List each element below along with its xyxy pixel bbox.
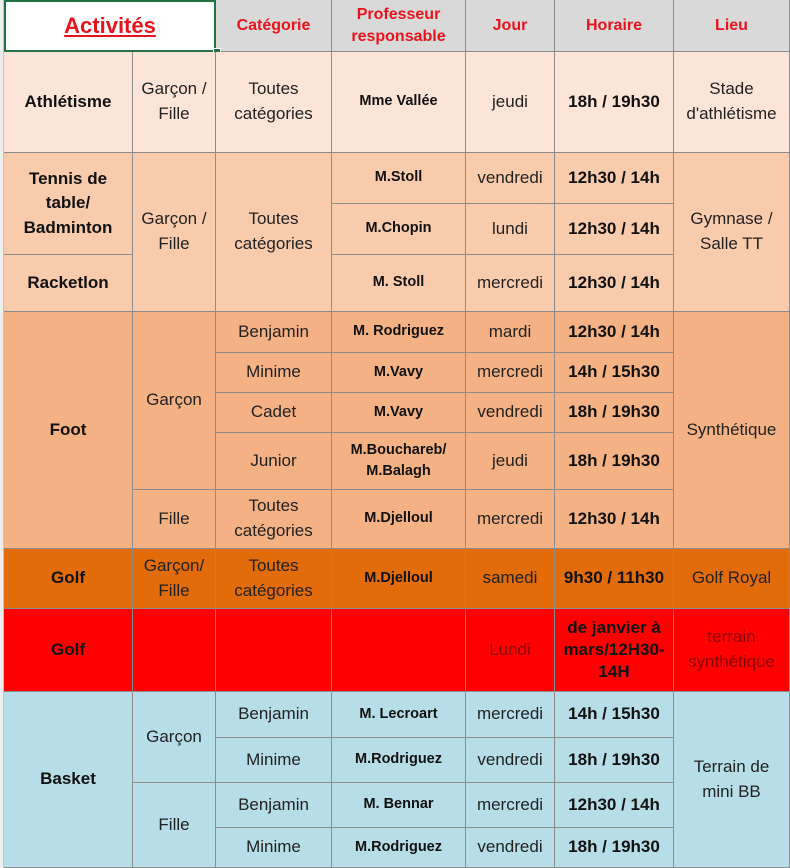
cell-categorie[interactable]: Benjamin (216, 312, 332, 353)
cell-horaire[interactable]: 12h30 / 14h (555, 255, 674, 312)
cell-jour[interactable]: lundi (466, 204, 555, 255)
cell-categorie[interactable]: Toutes catégories (216, 490, 332, 549)
cell-professeur[interactable]: M.Rodriguez (332, 828, 466, 868)
cell-lieu[interactable]: Stade d'athlétisme (674, 52, 790, 153)
cell-categorie[interactable]: Toutes catégories (216, 153, 332, 312)
header-horaire[interactable]: Horaire (555, 0, 674, 52)
cell-activite[interactable]: Basket (4, 692, 133, 868)
cell-categorie-empty[interactable] (216, 609, 332, 692)
cell-categorie[interactable]: Minime (216, 353, 332, 393)
cell-professeur[interactable]: M. Rodriguez (332, 312, 466, 353)
cell-professeur[interactable]: M.Vavy (332, 353, 466, 393)
header-categorie[interactable]: Catégorie (216, 0, 332, 52)
cell-jour[interactable]: jeudi (466, 52, 555, 153)
cell-genre[interactable]: Garçon / Fille (133, 153, 216, 312)
cell-professeur[interactable]: M.Djelloul (332, 549, 466, 609)
cell-horaire[interactable]: 12h30 / 14h (555, 490, 674, 549)
cell-horaire[interactable]: 12h30 / 14h (555, 783, 674, 828)
cell-horaire[interactable]: 14h / 15h30 (555, 353, 674, 393)
cell-horaire[interactable]: 18h / 19h30 (555, 52, 674, 153)
cell-professeur[interactable]: M.Bouchareb/ M.Balagh (332, 433, 466, 490)
cell-genre[interactable]: Garçon/ Fille (133, 549, 216, 609)
row-header-strip (0, 0, 4, 868)
cell-categorie[interactable]: Junior (216, 433, 332, 490)
cell-categorie[interactable]: Minime (216, 738, 332, 783)
header-professeur[interactable]: Professeur responsable (332, 0, 466, 52)
cell-jour[interactable]: vendredi (466, 153, 555, 204)
cell-horaire[interactable]: 9h30 / 11h30 (555, 549, 674, 609)
cell-lieu[interactable]: Golf Royal (674, 549, 790, 609)
cell-jour[interactable]: jeudi (466, 433, 555, 490)
cell-genre[interactable]: Garçon / Fille (133, 52, 216, 153)
cell-professeur[interactable]: Mme Vallée (332, 52, 466, 153)
cell-professeur-empty[interactable] (332, 609, 466, 692)
header-jour[interactable]: Jour (466, 0, 555, 52)
cell-lieu[interactable]: Terrain de mini BB (674, 692, 790, 868)
cell-professeur[interactable]: M. Stoll (332, 255, 466, 312)
cell-categorie[interactable]: Minime (216, 828, 332, 868)
cell-categorie[interactable]: Cadet (216, 393, 332, 433)
cell-professeur[interactable]: M.Chopin (332, 204, 466, 255)
cell-jour[interactable]: mardi (466, 312, 555, 353)
cell-genre-empty[interactable] (133, 609, 216, 692)
cell-jour[interactable]: mercredi (466, 490, 555, 549)
cell-genre[interactable]: Garçon (133, 312, 216, 490)
cell-lieu[interactable]: Synthétique (674, 312, 790, 549)
cell-horaire[interactable]: 14h / 15h30 (555, 692, 674, 738)
cell-lieu[interactable]: Gymnase / Salle TT (674, 153, 790, 312)
cell-activite[interactable]: Tennis de table/ Badminton (4, 153, 133, 255)
cell-horaire[interactable]: 18h / 19h30 (555, 738, 674, 783)
cell-professeur[interactable]: M. Lecroart (332, 692, 466, 738)
cell-jour[interactable]: vendredi (466, 393, 555, 433)
cell-activite[interactable]: Athlétisme (4, 52, 133, 153)
cell-horaire[interactable]: 18h / 19h30 (555, 828, 674, 868)
cell-professeur[interactable]: M.Vavy (332, 393, 466, 433)
cell-professeur[interactable]: M.Djelloul (332, 490, 466, 549)
cell-lieu[interactable]: terrain synthétique (674, 609, 790, 692)
cell-horaire[interactable]: 12h30 / 14h (555, 312, 674, 353)
cell-categorie[interactable]: Toutes catégories (216, 549, 332, 609)
header-activites[interactable]: Activités (4, 0, 216, 52)
cell-jour[interactable]: Lundi (466, 609, 555, 692)
cell-jour[interactable]: mercredi (466, 783, 555, 828)
cell-professeur[interactable]: M.Rodriguez (332, 738, 466, 783)
cell-jour[interactable]: vendredi (466, 828, 555, 868)
header-lieu[interactable]: Lieu (674, 0, 790, 52)
cell-genre[interactable]: Garçon (133, 692, 216, 783)
cell-jour[interactable]: mercredi (466, 692, 555, 738)
cell-horaire[interactable]: 18h / 19h30 (555, 433, 674, 490)
cell-horaire[interactable]: 12h30 / 14h (555, 204, 674, 255)
cell-activite[interactable]: Golf (4, 609, 133, 692)
cell-categorie[interactable]: Toutes catégories (216, 52, 332, 153)
cell-jour[interactable]: samedi (466, 549, 555, 609)
cell-activite[interactable]: Golf (4, 549, 133, 609)
cell-categorie[interactable]: Benjamin (216, 692, 332, 738)
cell-activite[interactable]: Racketlon (4, 255, 133, 312)
cell-horaire[interactable]: 18h / 19h30 (555, 393, 674, 433)
cell-jour[interactable]: mercredi (466, 353, 555, 393)
cell-professeur[interactable]: M.Stoll (332, 153, 466, 204)
cell-jour[interactable]: mercredi (466, 255, 555, 312)
cell-jour[interactable]: vendredi (466, 738, 555, 783)
cell-categorie[interactable]: Benjamin (216, 783, 332, 828)
cell-horaire[interactable]: de janvier à mars/12H30-14H (555, 609, 674, 692)
cell-genre[interactable]: Fille (133, 490, 216, 549)
cell-professeur[interactable]: M. Bennar (332, 783, 466, 828)
cell-activite[interactable]: Foot (4, 312, 133, 549)
cell-horaire[interactable]: 12h30 / 14h (555, 153, 674, 204)
cell-genre[interactable]: Fille (133, 783, 216, 868)
